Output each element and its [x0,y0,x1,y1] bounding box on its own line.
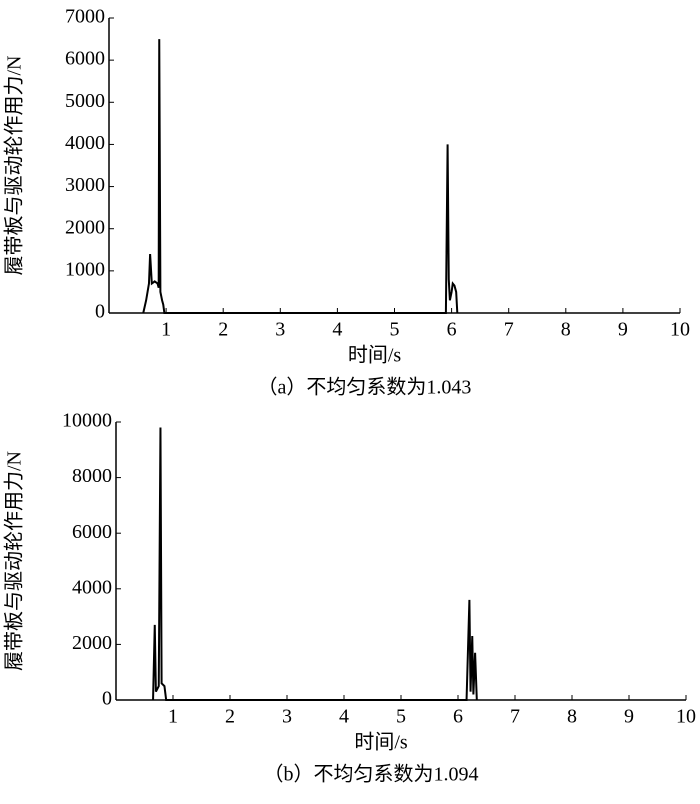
y-tick-label: 4000 [65,132,105,154]
y-tick-label: 0 [102,688,112,710]
y-tick-label: 1000 [65,258,105,280]
caption: （b）不均匀系数为1.094 [264,763,479,786]
y-tick-label: 3000 [65,174,105,196]
x-axis-label: 时间/s [354,731,408,754]
line [142,39,459,314]
x-tick-label: 7 [510,706,520,728]
y-tick-label: 5000 [65,90,105,112]
x-tick-label: 9 [618,319,628,341]
y-axis-label: 履带板与驱动轮作用力/N [3,451,26,671]
x-tick-label: 2 [225,706,235,728]
x-axis-label: 时间/s [348,344,402,367]
y-tick-label: 2000 [72,632,112,654]
y-axis-label: 履带板与驱动轮作用力/N [3,56,26,276]
line [152,427,478,701]
x-tick-label: 4 [339,706,349,728]
x-tick-label: 6 [453,706,463,728]
y-tick-label: 6000 [65,48,105,70]
y-tick-label: 10000 [62,410,112,432]
x-tick-label: 10 [676,706,696,728]
x-tick-label: 5 [390,319,400,341]
x-tick-label: 3 [275,319,285,341]
x-tick-label: 9 [624,706,634,728]
x-tick-label: 8 [567,706,577,728]
x-tick-label: 5 [396,706,406,728]
x-tick-label: 4 [332,319,342,341]
y-tick-label: 2000 [65,216,105,238]
x-tick-label: 2 [218,319,228,341]
x-tick-label: 1 [161,319,171,341]
y-tick-label: 6000 [72,521,112,543]
y-tick-label: 8000 [72,465,112,487]
x-tick-label: 10 [670,319,690,341]
y-tick-label: 7000 [65,6,105,28]
y-tick-label: 0 [95,301,105,323]
x-tick-label: 7 [504,319,514,341]
caption: （a）不均匀系数为1.043 [258,376,472,399]
x-tick-label: 1 [168,706,178,728]
y-tick-label: 4000 [72,576,112,598]
x-tick-label: 3 [282,706,292,728]
x-tick-label: 6 [447,319,457,341]
x-tick-label: 8 [561,319,571,341]
